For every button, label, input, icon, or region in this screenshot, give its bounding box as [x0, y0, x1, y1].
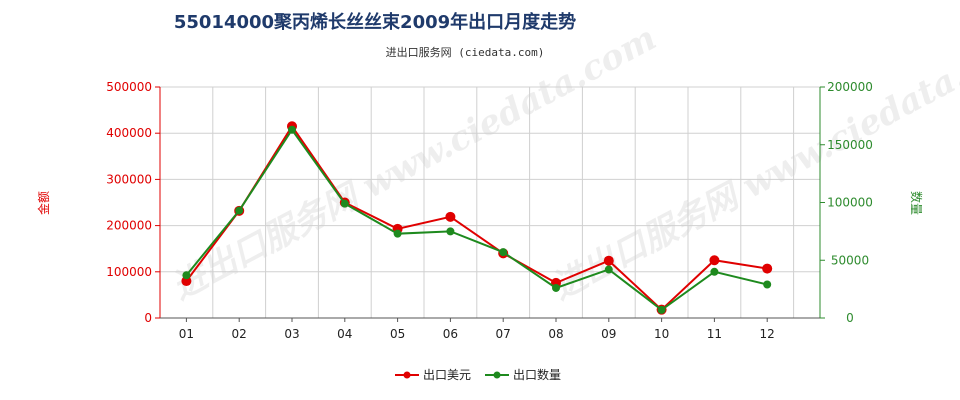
x-tick-label: 11: [707, 327, 722, 341]
x-tick-label: 01: [179, 327, 194, 341]
x-tick-label: 04: [337, 327, 352, 341]
right-tick-label: 150000: [827, 138, 873, 152]
series-point-2: [446, 227, 455, 236]
legend-label: 出口数量: [513, 367, 561, 382]
chart-title: 55014000聚丙烯长丝丝束2009年出口月度走势: [174, 11, 576, 33]
series-point-2: [604, 265, 613, 274]
left-tick-label: 300000: [106, 172, 152, 186]
left-tick-label: 100000: [106, 265, 152, 279]
series-point-2: [710, 267, 719, 276]
x-tick-label: 05: [390, 327, 405, 341]
series-point-1: [181, 276, 192, 287]
series-point-2: [340, 199, 349, 208]
x-tick-label: 12: [760, 327, 775, 341]
series-point-2: [235, 206, 244, 215]
series-point-1: [603, 255, 614, 266]
series-point-1: [709, 255, 720, 266]
x-tick-label: 09: [601, 327, 616, 341]
series-line-1: [185, 124, 768, 312]
left-tick-label: 0: [144, 311, 152, 325]
left-tick-label: 400000: [106, 126, 152, 140]
series-point-2: [657, 305, 666, 314]
right-tick-label: 100000: [827, 196, 873, 210]
series-group: [181, 121, 773, 315]
x-tick-label: 03: [284, 327, 299, 341]
x-tick-label: 10: [654, 327, 669, 341]
x-tick-label: 07: [496, 327, 511, 341]
legend-marker: [493, 371, 501, 379]
series-point-2: [763, 280, 772, 289]
series-point-1: [445, 211, 456, 222]
left-axis-label: 金额: [36, 191, 51, 215]
series-line-2: [185, 127, 768, 312]
left-tick-label: 200000: [106, 219, 152, 233]
legend: 出口美元 出口数量: [395, 367, 561, 382]
x-tick-label: 02: [232, 327, 247, 341]
right-tick-label: 0: [846, 311, 854, 325]
series-point-2: [499, 248, 508, 257]
chart-subtitle: 进出口服务网 (ciedata.com): [386, 45, 545, 59]
series-point-2: [393, 229, 402, 238]
series-point-2: [288, 125, 296, 134]
right-tick-label: 200000: [827, 80, 873, 94]
series-point-1: [762, 263, 773, 274]
series-point-2: [552, 283, 560, 292]
x-tick-label: 08: [548, 327, 563, 341]
series-point-2: [182, 271, 191, 280]
ticks: 0100000200000300000400000500000050000100…: [106, 80, 873, 341]
right-tick-label: 50000: [831, 253, 869, 267]
legend-label: 出口美元: [423, 368, 471, 382]
legend-marker: [403, 371, 411, 379]
left-tick-label: 500000: [106, 80, 152, 94]
x-tick-label: 06: [443, 327, 458, 341]
right-axis-label: 数量: [909, 191, 924, 215]
